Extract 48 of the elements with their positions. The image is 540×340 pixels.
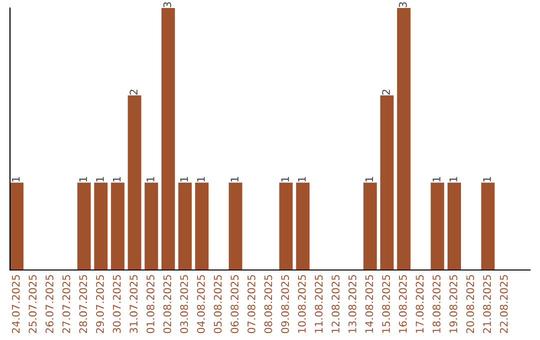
x-tick-label: 15.08.2025 [382, 275, 390, 333]
x-tick-label: 12.08.2025 [332, 275, 340, 333]
x-tick-label: 29.07.2025 [96, 275, 104, 334]
x-tick-label: 14.08.2025 [365, 275, 374, 333]
x-tick-label: 10.08.2025 [298, 275, 306, 333]
data-label: 1 [230, 177, 238, 182]
x-tick-label: 19.08.2025 [449, 275, 458, 333]
data-label: 1 [298, 177, 306, 182]
data-label: 2 [130, 90, 138, 95]
x-tick-label: 08.08.2025 [264, 275, 272, 334]
x-tick-label: 17.08.2025 [416, 275, 424, 333]
x-tick-label: 06.08.2025 [230, 275, 239, 334]
x-tick-label: 07.08.2025 [247, 275, 256, 334]
data-label: 1 [112, 177, 121, 182]
x-tick-label: 04.08.2025 [196, 275, 205, 334]
data-label: 1 [432, 177, 440, 182]
data-label: 1 [365, 177, 374, 182]
x-tick-label: 05.08.2025 [214, 275, 222, 334]
x-tick-label: 22.08.2025 [500, 275, 508, 334]
data-label: 1 [96, 177, 104, 182]
x-tick-label: 31.07.2025 [130, 275, 138, 334]
data-label: 1 [146, 177, 154, 182]
x-tick-label: 03.08.2025 [180, 275, 188, 334]
data-label: 3 [398, 2, 407, 8]
data-label: 1 [79, 177, 87, 182]
x-tick-label: 01.08.2025 [146, 275, 154, 334]
data-label: 1 [197, 177, 205, 182]
x-tick-label: 30.07.2025 [112, 275, 121, 334]
x-tick-label: 16.08.2025 [398, 275, 407, 333]
x-tick-label: 09.08.2025 [281, 275, 290, 334]
x-tick-label: 13.08.2025 [348, 275, 356, 333]
x-tick-label: 21.08.2025 [483, 275, 491, 334]
x-tick-label: 27.07.2025 [62, 275, 70, 334]
x-tick-label: 18.08.2025 [432, 275, 440, 333]
x-tick-label: 28.07.2025 [79, 275, 88, 334]
data-label: 1 [12, 177, 20, 182]
data-label: 2 [382, 90, 390, 95]
x-tick-label: 11.08.2025 [314, 275, 323, 333]
x-tick-label: 02.08.2025 [163, 275, 172, 334]
data-label: 1 [180, 177, 188, 182]
x-tick-label: 20.08.2025 [466, 275, 474, 334]
data-label: 1 [483, 177, 491, 182]
x-tick-label: 25.07.2025 [28, 275, 37, 334]
x-tick-label: 24.07.2025 [12, 275, 20, 334]
data-label: 3 [163, 2, 172, 8]
data-label: 1 [281, 177, 289, 182]
x-tick-label: 26.07.2025 [46, 275, 54, 334]
data-label: 1 [450, 177, 458, 182]
